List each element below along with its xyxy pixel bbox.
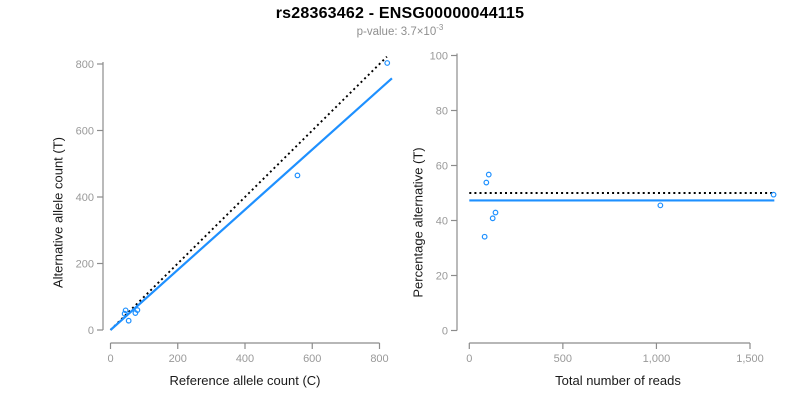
- left-data-point: [134, 307, 141, 313]
- right-y-tick-label: 100: [430, 51, 448, 63]
- figure-title: rs28363462 - ENSG00000044115: [275, 5, 525, 22]
- right-x-tick-label: 1,500: [736, 353, 764, 365]
- left-y-tick-label: 800: [76, 59, 94, 71]
- right-x-tick-label: 500: [554, 353, 572, 365]
- left-y-tick-label: 400: [76, 192, 94, 204]
- right-y-axis-title: Percentage alternative (T): [410, 147, 426, 298]
- left-x-tick-label: 800: [370, 353, 388, 365]
- left-x-axis-title: Reference allele count (C): [169, 373, 321, 388]
- right-y-tick-label: 0: [442, 326, 448, 338]
- left-data-point: [125, 317, 132, 324]
- p-value-text: p-value: 3.7×10: [356, 25, 437, 38]
- right-x-tick-label: 0: [466, 353, 472, 365]
- right-y-tick-label: 20: [436, 271, 448, 283]
- left-line-expected-50-50-identity: [109, 56, 388, 331]
- right-data-point: [492, 209, 499, 216]
- left-data-point: [294, 172, 301, 179]
- figure-subtitle: p-value: 3.7×10-3: [0, 23, 800, 38]
- right-data-point: [483, 179, 490, 186]
- left-line-fitted-allelic-ratio: [109, 77, 393, 331]
- right-data-point: [657, 202, 664, 209]
- left-y-axis-title: Alternative allele count (T): [50, 137, 66, 289]
- left-x-tick-label: 200: [169, 353, 187, 365]
- left-data-point: [122, 307, 129, 314]
- right-data-point: [489, 215, 496, 222]
- right-y-tick-label: 80: [436, 106, 448, 118]
- right-y-tick-label: 60: [436, 161, 448, 173]
- left-data-point: [121, 310, 128, 317]
- right-data-point: [481, 233, 488, 240]
- right-data-point: [770, 191, 777, 198]
- left-data-point: [384, 60, 391, 66]
- left-y-tick-label: 200: [76, 259, 94, 271]
- right-data-point: [485, 171, 492, 178]
- left-x-tick-label: 0: [107, 353, 113, 365]
- left-x-tick-label: 400: [236, 353, 254, 365]
- right-x-axis-title: Total number of reads: [555, 373, 681, 388]
- left-y-tick-label: 0: [88, 325, 94, 337]
- p-value-exponent: -3: [436, 23, 444, 32]
- left-x-tick-label: 600: [303, 353, 321, 365]
- left-y-tick-label: 600: [76, 126, 94, 138]
- right-y-tick-label: 40: [436, 216, 448, 228]
- right-x-tick-label: 1,000: [643, 353, 671, 365]
